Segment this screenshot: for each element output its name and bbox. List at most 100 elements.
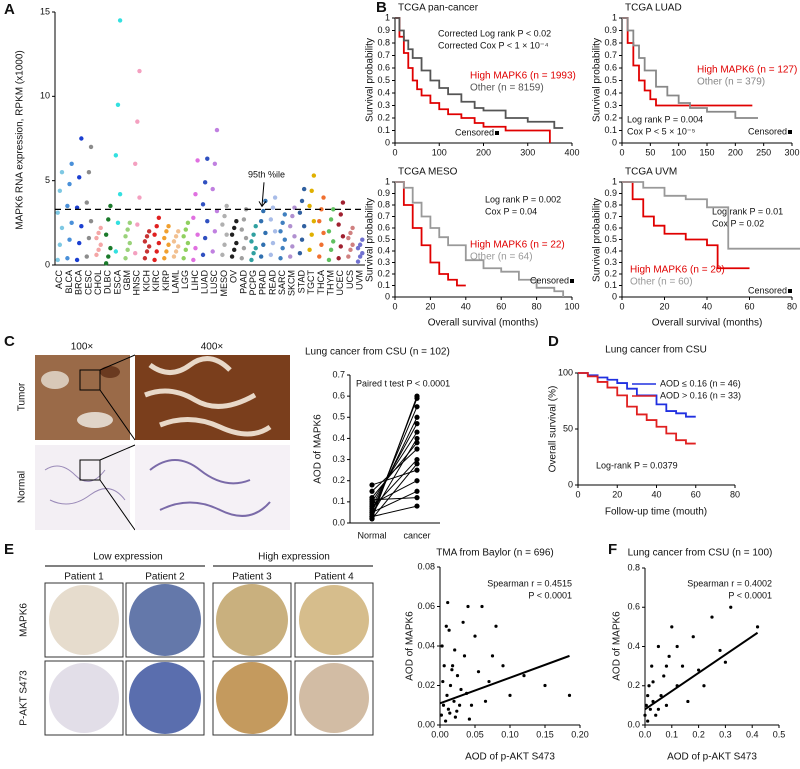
dot xyxy=(222,242,227,247)
patient-label: Patient 4 xyxy=(314,572,354,583)
y-tick-label: 0.6 xyxy=(604,62,617,72)
dot xyxy=(445,693,449,697)
x-tick-label: PRAD xyxy=(258,270,268,296)
x-tick-label: 0 xyxy=(392,147,397,157)
zoom-line xyxy=(99,444,136,461)
y-tick-label: 0.6 xyxy=(377,62,390,72)
dot xyxy=(55,210,60,215)
dot xyxy=(311,173,317,178)
legend-label: High MAPK6 (n = 20) xyxy=(630,265,725,276)
chart-title: Lung cancer from CSU (n = 100) xyxy=(628,548,773,559)
y-axis-title: Survival probability xyxy=(365,198,376,282)
x-tick-label: 20 xyxy=(612,489,622,499)
y-tick-label: 0.8 xyxy=(604,199,617,209)
chart-title: Lung cancer from CSU xyxy=(605,345,707,356)
y-tick-label: 0.9 xyxy=(604,25,617,35)
y-tick-label: 0.2 xyxy=(604,112,617,122)
x-tick-label: 0.20 xyxy=(571,729,589,739)
censored-marker xyxy=(788,289,792,293)
tissue-core xyxy=(49,663,119,733)
dot xyxy=(96,247,101,253)
dot xyxy=(321,195,326,200)
y-tick-label: 0 xyxy=(385,137,390,147)
y-tick-label: 0.7 xyxy=(604,50,617,60)
dot xyxy=(202,180,208,185)
x-tick-label: 60 xyxy=(691,489,701,499)
dot xyxy=(154,224,159,229)
dot xyxy=(191,215,196,220)
threshold-label: 95th %ile xyxy=(248,170,285,180)
dot xyxy=(440,644,444,648)
x-tick-label: 100 xyxy=(671,147,686,157)
dot xyxy=(414,446,420,452)
dot xyxy=(127,220,132,226)
legend-label: AOD ≤ 0.16 (n = 46) xyxy=(660,378,741,388)
x-tick-label: LAML xyxy=(170,270,180,294)
y-tick-label: 15 xyxy=(40,6,50,16)
dot xyxy=(67,181,72,187)
x-tick-label: PCPG xyxy=(248,270,258,296)
x-tick-label: 0 xyxy=(619,147,624,157)
y-tick-label: 0.5 xyxy=(604,75,617,85)
annotation: Cox P = 0.04 xyxy=(485,206,537,216)
dot xyxy=(268,252,274,258)
y-tick-label: 50 xyxy=(563,423,573,433)
dot xyxy=(448,683,453,688)
y-tick-label: 0.1 xyxy=(604,125,617,135)
dot xyxy=(282,237,287,242)
dot xyxy=(171,254,177,259)
y-tick-label: 0.1 xyxy=(332,496,345,506)
texture xyxy=(144,356,272,437)
x-tick-label: LUAD xyxy=(200,270,210,295)
survival-curve xyxy=(622,17,753,107)
dot xyxy=(69,220,74,226)
y-tick-label: 0.3 xyxy=(377,100,390,110)
dot xyxy=(146,244,152,249)
tissue-core xyxy=(299,663,369,733)
dot xyxy=(644,703,648,707)
x-tick-label: UCS xyxy=(345,270,355,289)
dot xyxy=(453,715,457,719)
dot xyxy=(125,247,130,253)
y-tick-label: 0.2 xyxy=(627,680,640,690)
x-tick-label: MESO xyxy=(219,270,229,297)
x-tick-label: BRCA xyxy=(74,270,84,295)
dot xyxy=(202,235,208,241)
dot xyxy=(205,218,210,224)
x-tick-label: 250 xyxy=(756,147,771,157)
dot xyxy=(441,679,445,684)
dot xyxy=(183,247,188,253)
dot xyxy=(360,250,365,256)
dot xyxy=(311,218,317,224)
dot xyxy=(501,664,505,668)
dot xyxy=(444,719,448,723)
dot xyxy=(338,212,343,217)
dot xyxy=(280,245,285,251)
dot xyxy=(234,218,239,224)
patient-label: Patient 1 xyxy=(64,572,104,583)
dot xyxy=(702,684,706,688)
dot xyxy=(441,703,446,707)
x-tick-label: 0.5 xyxy=(773,729,786,739)
x-tick-label: TGCT xyxy=(306,270,316,295)
dot xyxy=(181,256,186,261)
dot xyxy=(369,497,375,503)
y-tick-label: 0.2 xyxy=(377,112,390,122)
dot xyxy=(664,703,669,707)
y-tick-label: 0.8 xyxy=(377,199,390,209)
dot xyxy=(234,240,239,246)
dot xyxy=(164,249,169,254)
y-axis-title: Survival probability xyxy=(365,38,376,122)
y-tick-label: 5 xyxy=(45,175,50,185)
annotation: Paired t test P < 0.0001 xyxy=(356,378,450,388)
x-tick-label: 200 xyxy=(728,147,743,157)
x-tick-label: 150 xyxy=(699,147,714,157)
dot xyxy=(301,186,307,192)
dot xyxy=(340,200,346,205)
legend-label: High MAPK6 (n = 22) xyxy=(470,240,565,251)
x-axis-title: Follow-up time (mouth) xyxy=(605,507,707,518)
y-tick-label: 0.3 xyxy=(604,100,617,110)
chart-title: Lung cancer from CSU (n = 102) xyxy=(305,347,450,358)
x-tick-label: 300 xyxy=(784,147,799,157)
dot xyxy=(241,245,247,251)
